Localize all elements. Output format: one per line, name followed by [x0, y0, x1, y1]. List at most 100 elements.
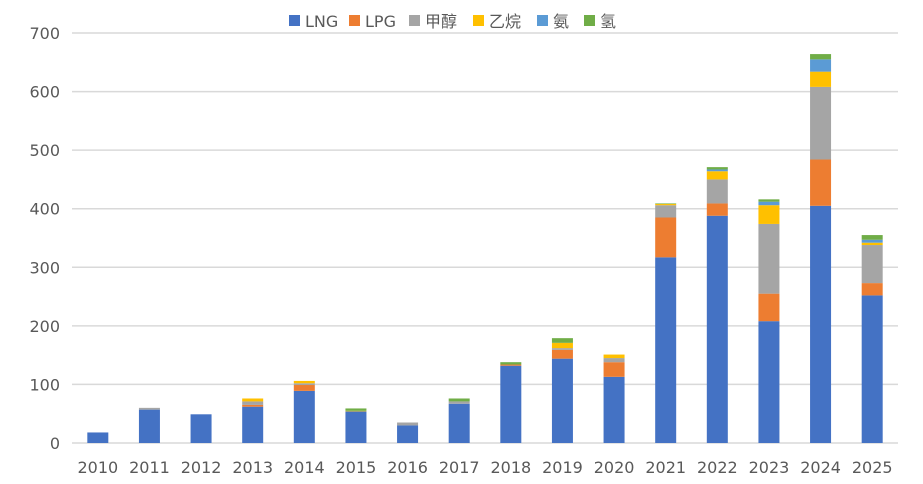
bar-乙烷-2013	[242, 398, 264, 402]
bar-氢-2019	[551, 338, 573, 343]
x-tick-label: 2021	[645, 458, 686, 477]
bar-乙烷-2022	[706, 171, 728, 180]
bar-氨-2022	[706, 169, 728, 172]
bar-乙烷-2019	[551, 342, 573, 349]
legend-swatch	[409, 15, 420, 26]
bar-氢-2021	[655, 203, 677, 205]
legend: LNG LPG 甲醇 乙烷 氨 氢	[289, 12, 616, 31]
bar-LPG-2025	[861, 283, 883, 296]
bar-氢-2023	[758, 199, 780, 202]
bar-LPG-2022	[706, 203, 728, 216]
legend-label: LNG	[305, 12, 338, 31]
bar-氢-2017	[448, 398, 470, 402]
bar-甲醇-2021	[655, 205, 677, 218]
bar-LPG-2019	[551, 349, 573, 359]
bar-LNG-2024	[810, 205, 832, 443]
bar-甲醇-2016	[397, 422, 419, 426]
legend-label: 乙烷	[489, 12, 521, 31]
y-tick-label: 200	[29, 317, 60, 336]
bar-甲醇-2014	[293, 383, 315, 386]
y-tick-label: 400	[29, 200, 60, 219]
legend-swatch	[584, 15, 595, 26]
x-tick-label: 2012	[181, 458, 222, 477]
bar-LNG-2010	[87, 432, 109, 443]
x-tick-label: 2013	[232, 458, 273, 477]
y-tick-label: 100	[29, 375, 60, 394]
bar-乙烷-2015	[345, 410, 367, 412]
x-tick-labels: 2010 2011 2012 2013 2014 2015 2016 2017 2018 2019…	[77, 458, 892, 477]
legend-swatch	[349, 15, 360, 26]
y-tick-label: 300	[29, 258, 60, 277]
x-tick-label: 2025	[852, 458, 893, 477]
bar-LNG-2021	[655, 257, 677, 443]
x-tick-label: 2018	[490, 458, 531, 477]
x-tick-label: 2023	[749, 458, 790, 477]
bar-LNG-2015	[345, 411, 367, 443]
bar-乙烷-2024	[810, 71, 832, 87]
bars	[87, 54, 883, 443]
gridlines	[72, 32, 898, 444]
bar-甲醇-2020	[603, 358, 625, 363]
legend-swatch	[473, 15, 484, 26]
bar-甲醇-2024	[810, 86, 832, 160]
y-tick-label: 600	[29, 83, 60, 102]
bar-LNG-2019	[551, 358, 573, 443]
bar-甲醇-2017	[448, 401, 470, 404]
bar-乙烷-2020	[603, 354, 625, 359]
x-tick-label: 2024	[800, 458, 841, 477]
bar-氢-2015	[345, 408, 367, 411]
bar-氨-2023	[758, 201, 780, 206]
y-tick-label: 0	[50, 434, 60, 453]
bar-氢-2025	[861, 235, 883, 240]
bar-LNG-2025	[861, 295, 883, 443]
x-tick-label: 2017	[439, 458, 480, 477]
bar-LNG-2014	[293, 390, 315, 443]
bar-LNG-2012	[190, 414, 212, 443]
y-tick-labels: 0 100 200 300 400 500 600 700	[29, 24, 60, 453]
bar-甲醇-2011	[138, 407, 160, 410]
bar-LPG-2013	[242, 404, 264, 407]
bar-乙烷-2025	[861, 242, 883, 246]
legend-label: 氨	[553, 12, 569, 31]
bar-氢-2022	[706, 167, 728, 170]
bar-LPG-2024	[810, 159, 832, 206]
bar-氨-2025	[861, 239, 883, 243]
legend-swatch	[289, 15, 300, 26]
bar-LPG-2023	[758, 293, 780, 322]
bar-氢-2018	[500, 362, 522, 365]
bar-乙烷-2014	[293, 380, 315, 384]
x-tick-label: 2015	[336, 458, 377, 477]
bar-乙烷-2021	[655, 204, 677, 206]
x-tick-label: 2016	[387, 458, 428, 477]
bar-LPG-2014	[293, 385, 315, 391]
x-tick-label: 2022	[697, 458, 738, 477]
bar-LNG-2022	[706, 215, 728, 443]
bar-乙烷-2023	[758, 205, 780, 224]
bar-甲醇-2022	[706, 179, 728, 204]
bar-LNG-2016	[397, 425, 419, 443]
y-tick-label: 500	[29, 141, 60, 160]
x-tick-label: 2020	[594, 458, 635, 477]
bar-甲醇-2013	[242, 401, 264, 405]
bar-LNG-2017	[448, 403, 470, 443]
legend-swatch	[537, 15, 548, 26]
x-tick-label: 2011	[129, 458, 170, 477]
bar-甲醇-2023	[758, 223, 780, 294]
legend-label: LPG	[365, 12, 396, 31]
x-tick-label: 2019	[542, 458, 583, 477]
bar-甲醇-2025	[861, 245, 883, 284]
bar-甲醇-2019	[551, 348, 573, 350]
bar-LNG-2011	[138, 409, 160, 443]
legend-label: 氢	[600, 12, 616, 31]
bar-氢-2024	[810, 54, 832, 60]
bar-氨-2024	[810, 59, 832, 72]
x-tick-label: 2010	[77, 458, 118, 477]
legend-label: 甲醇	[425, 12, 457, 31]
bar-LPG-2020	[603, 362, 625, 377]
bar-LPG-2021	[655, 217, 677, 258]
bar-LPG-2018	[500, 364, 522, 366]
bar-LNG-2023	[758, 321, 780, 443]
bar-LNG-2013	[242, 406, 264, 443]
